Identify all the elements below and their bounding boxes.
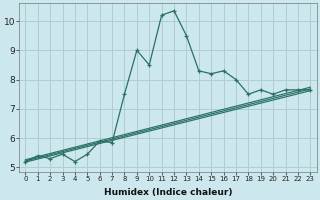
X-axis label: Humidex (Indice chaleur): Humidex (Indice chaleur) (104, 188, 232, 197)
